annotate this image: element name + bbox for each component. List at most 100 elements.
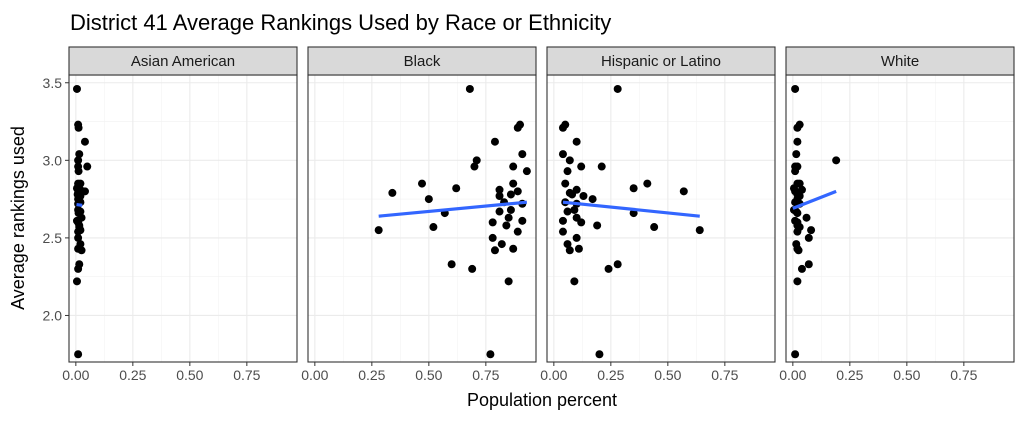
data-point bbox=[472, 156, 481, 165]
data-point bbox=[558, 150, 567, 159]
data-point bbox=[502, 221, 511, 230]
data-point bbox=[565, 156, 574, 165]
trend-line bbox=[378, 200, 528, 218]
data-point bbox=[490, 137, 499, 146]
data-point bbox=[470, 162, 479, 171]
data-point bbox=[504, 277, 513, 286]
data-point bbox=[695, 226, 704, 235]
data-point bbox=[424, 195, 433, 204]
x-tick-label: 0.75 bbox=[472, 367, 499, 383]
x-tick-label: 0.00 bbox=[301, 367, 328, 383]
facet-panels: Asian American 0.00 0.25 0.50 0.75 Black 0.00 0… bbox=[62, 46, 1015, 383]
facet-strip-label: Black bbox=[404, 53, 441, 70]
data-point bbox=[793, 277, 802, 286]
data-point bbox=[643, 179, 652, 188]
facet-strip-label: Hispanic or Latino bbox=[601, 53, 721, 70]
data-point bbox=[568, 190, 577, 199]
x-tick-label: 0.75 bbox=[233, 367, 260, 383]
data-point bbox=[563, 207, 572, 216]
data-point bbox=[793, 137, 802, 146]
data-point bbox=[522, 167, 531, 176]
y-axis-title: Average rankings used bbox=[8, 126, 28, 310]
x-tick-label: 0.00 bbox=[540, 367, 567, 383]
data-point bbox=[613, 260, 622, 269]
x-tick-label: 0.50 bbox=[176, 367, 203, 383]
x-tick-label: 0.25 bbox=[358, 367, 385, 383]
data-point bbox=[429, 223, 438, 232]
data-point bbox=[509, 162, 518, 171]
data-point bbox=[679, 187, 688, 196]
data-point bbox=[791, 350, 800, 359]
data-point bbox=[832, 156, 841, 165]
facet-strip-label: White bbox=[881, 53, 919, 70]
data-point bbox=[797, 264, 806, 273]
data-point bbox=[572, 137, 581, 146]
data-point bbox=[561, 179, 570, 188]
data-point bbox=[597, 162, 606, 171]
y-axis: 2.0 2.5 3.0 3.5 bbox=[43, 75, 69, 323]
x-tick-label: 0.75 bbox=[711, 367, 738, 383]
facet-panel: Black 0.00 0.25 0.50 0.75 bbox=[301, 46, 537, 383]
data-point bbox=[513, 227, 522, 236]
data-point bbox=[504, 213, 513, 222]
trend-line bbox=[792, 189, 837, 210]
y-tick-label: 3.0 bbox=[43, 152, 63, 168]
data-point bbox=[804, 233, 813, 242]
trend-line bbox=[76, 202, 83, 207]
data-point bbox=[418, 179, 426, 188]
x-tick-label: 0.50 bbox=[654, 367, 681, 383]
data-point bbox=[513, 123, 522, 132]
x-tick-label: 0.75 bbox=[950, 367, 977, 383]
panel-background bbox=[786, 75, 1014, 362]
data-point bbox=[558, 216, 567, 225]
facet-strip-label: Asian American bbox=[131, 53, 235, 70]
data-point bbox=[74, 167, 83, 176]
data-point bbox=[465, 84, 474, 93]
data-point bbox=[488, 233, 497, 242]
data-point bbox=[563, 240, 572, 249]
x-tick-label: 0.50 bbox=[893, 367, 920, 383]
data-point bbox=[629, 184, 638, 193]
panel-background bbox=[69, 75, 297, 362]
data-point bbox=[570, 205, 579, 214]
data-point bbox=[650, 223, 659, 232]
data-point bbox=[574, 244, 583, 253]
data-point bbox=[791, 167, 800, 176]
x-axis-title: Population percent bbox=[467, 390, 617, 410]
x-tick-label: 0.00 bbox=[779, 367, 806, 383]
data-point bbox=[72, 84, 81, 93]
facet-panel: White 0.00 0.25 0.50 0.75 bbox=[779, 46, 1015, 383]
data-point bbox=[374, 226, 383, 235]
data-point bbox=[74, 227, 83, 236]
data-point bbox=[506, 190, 515, 199]
x-tick-label: 0.25 bbox=[119, 367, 146, 383]
data-point bbox=[579, 192, 588, 201]
x-tick-label: 0.25 bbox=[836, 367, 863, 383]
data-point bbox=[792, 150, 801, 159]
data-point bbox=[518, 150, 527, 159]
panel-background bbox=[308, 75, 536, 362]
data-point bbox=[490, 246, 499, 255]
x-tick-label: 0.25 bbox=[597, 367, 624, 383]
data-point bbox=[509, 179, 518, 188]
data-point bbox=[513, 187, 522, 196]
y-tick-label: 3.5 bbox=[43, 75, 63, 91]
data-point bbox=[468, 264, 477, 273]
data-point bbox=[509, 244, 518, 253]
data-point bbox=[795, 179, 804, 188]
facet-panel: Asian American 0.00 0.25 0.50 0.75 bbox=[62, 46, 298, 383]
data-point bbox=[74, 264, 83, 273]
chart-title: District 41 Average Rankings Used by Rac… bbox=[70, 10, 611, 35]
data-point bbox=[452, 184, 461, 193]
y-tick-label: 2.5 bbox=[43, 230, 63, 246]
data-point bbox=[74, 123, 83, 132]
facet-panel: Hispanic or Latino 0.00 0.25 0.50 0.75 bbox=[540, 46, 776, 383]
data-point bbox=[793, 227, 802, 236]
data-point bbox=[604, 264, 613, 273]
data-point bbox=[802, 213, 811, 222]
data-point bbox=[794, 246, 803, 255]
data-point bbox=[75, 150, 84, 159]
data-point bbox=[80, 137, 89, 146]
data-point bbox=[793, 123, 802, 132]
data-point bbox=[570, 277, 579, 286]
